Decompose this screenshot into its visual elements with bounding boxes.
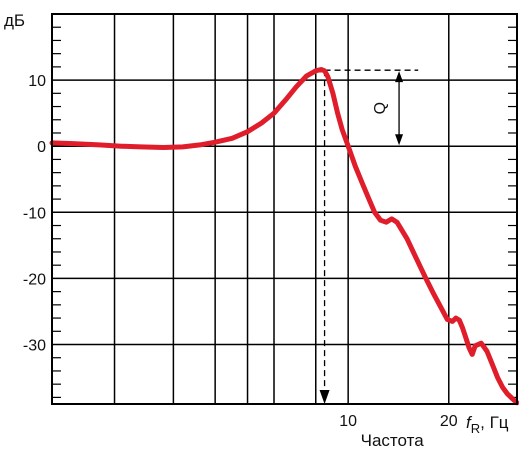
y-tick-label: -10 — [23, 205, 46, 222]
q-annotation: Q — [52, 69, 419, 404]
x-tick-label: 20 — [440, 413, 458, 430]
y-tick-label: -30 — [23, 338, 46, 355]
y-axis-title: дБ — [4, 11, 25, 30]
minor-ticks — [52, 26, 517, 398]
y-tick-label: 10 — [28, 73, 46, 90]
peak-frequency-arrowhead — [319, 390, 330, 404]
q-label: Q — [372, 102, 389, 114]
x-axis-variable-label: fR, Гц — [466, 413, 509, 436]
x-tick-label: 10 — [339, 413, 357, 430]
x-variable-subscript: R — [471, 421, 480, 436]
x-tick-labels: 10 20 — [339, 413, 458, 430]
x-axis-title: Частота — [361, 431, 425, 450]
x-variable-unit: , Гц — [480, 413, 509, 432]
y-tick-label: -20 — [23, 271, 46, 288]
response-curve — [49, 67, 519, 406]
y-tick-label: 0 — [37, 139, 46, 156]
q-arrow-up — [395, 71, 404, 83]
q-arrow-down — [395, 134, 404, 146]
y-tick-labels: 10 0 -10 -20 -30 — [23, 73, 46, 354]
plot-frame — [51, 13, 518, 405]
grid-lines — [52, 13, 517, 404]
x-variable-f: f — [466, 413, 473, 432]
